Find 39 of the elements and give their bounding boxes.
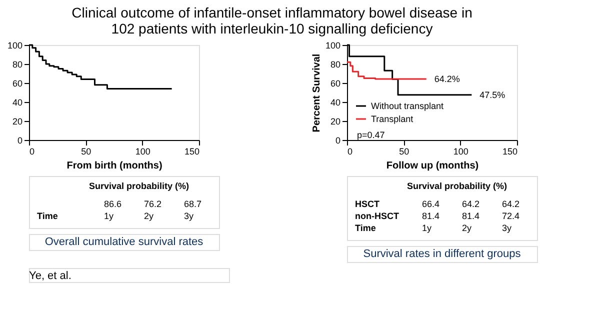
x-tick-label: 50	[81, 146, 92, 156]
x-tick-label: 150	[184, 146, 200, 156]
x-tick-label: 100	[135, 146, 150, 156]
y-axis-title: Percent Survival	[311, 54, 322, 132]
y-tick-label: 60	[12, 78, 22, 88]
text: HSCT 66.4 64.2 64.2	[355, 199, 520, 209]
legend-label: Transplant	[371, 114, 414, 124]
legend-label: Without transplant	[371, 101, 444, 111]
text: Time 1y 2y 3y	[37, 211, 194, 221]
x-tick-label: 100	[453, 146, 468, 156]
text: Ye, et al.	[29, 270, 72, 282]
y-tick-label: 0	[17, 136, 22, 146]
x-tick-label: 0	[30, 146, 35, 156]
annotation: 47.5%	[480, 90, 506, 100]
annotation: 64.2%	[434, 74, 460, 84]
text: Survival probability (%)	[88, 181, 190, 191]
x-axis-title: From birth (months)	[66, 160, 162, 172]
text: Clinical outcome of infantile-onset inflammatory bowel disease in 102 patients with interleukin-10 signalling deficiency	[72, 4, 472, 36]
y-tick-label: 80	[330, 60, 340, 70]
y-tick-label: 20	[12, 116, 22, 126]
text: Survival probability (%)	[406, 181, 508, 191]
annotation: p=0.47	[357, 130, 385, 140]
text: Time 1y 2y 3y	[355, 223, 512, 233]
x-tick-label: 150	[502, 146, 518, 156]
y-tick-label: 60	[330, 78, 340, 88]
x-tick-label: 0	[348, 146, 353, 156]
x-tick-label: 50	[399, 146, 410, 156]
y-tick-label: 100	[7, 40, 22, 50]
y-tick-label: 100	[325, 40, 340, 50]
y-tick-label: 0	[335, 136, 340, 146]
y-tick-label: 20	[330, 116, 340, 126]
text: 86.6 76.2 68.7	[104, 199, 202, 209]
x-axis-title: Follow up (months)	[386, 160, 479, 172]
text: Overall cumulative survival rates	[44, 236, 204, 248]
y-tick-label: 40	[330, 98, 340, 108]
text: Survival rates in different groups	[363, 248, 522, 260]
y-tick-label: 40	[12, 98, 22, 108]
text: non-HSCT 81.4 81.4 72.4	[355, 211, 520, 221]
y-tick-label: 80	[12, 60, 22, 70]
